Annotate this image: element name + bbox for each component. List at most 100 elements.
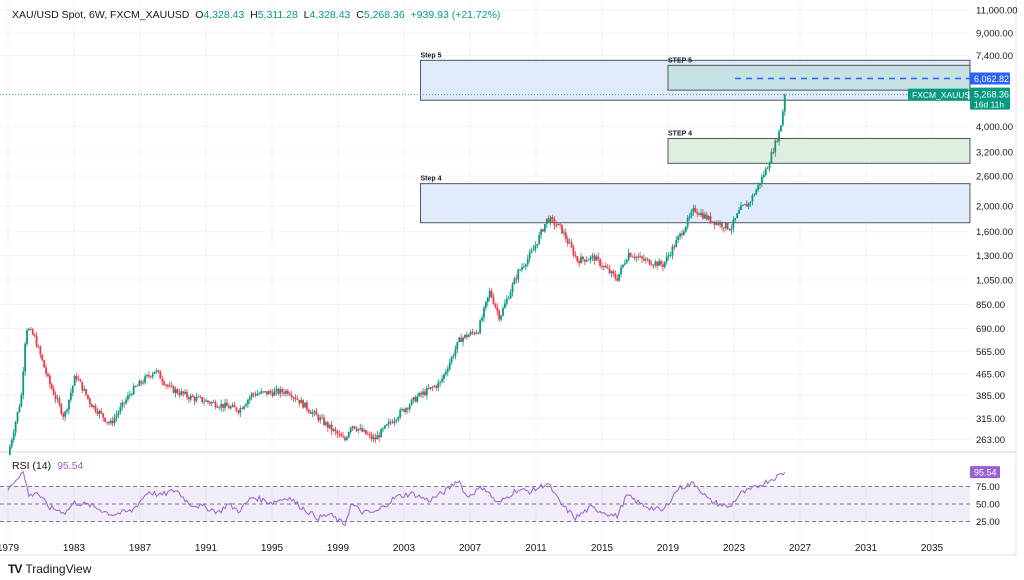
candle-body bbox=[766, 168, 769, 170]
symbol-label: XAU/USD Spot, 6W, FXCM_XAUUSD bbox=[12, 9, 190, 21]
y-tick-label: 315.00 bbox=[976, 414, 1005, 425]
candle-body bbox=[757, 185, 760, 190]
candle-body bbox=[311, 412, 314, 414]
candle-body bbox=[561, 224, 563, 234]
candle-body bbox=[138, 381, 141, 386]
candle-body bbox=[730, 228, 733, 231]
candle-body bbox=[509, 292, 512, 299]
candle-body bbox=[475, 332, 478, 334]
candle-body bbox=[363, 430, 365, 432]
candle-body bbox=[747, 202, 750, 207]
candle-body bbox=[578, 261, 581, 264]
y-tick-label: 1,300.00 bbox=[976, 251, 1013, 262]
candle-body bbox=[443, 374, 445, 379]
candle-body bbox=[256, 393, 259, 396]
candle-body bbox=[117, 412, 120, 415]
candle-body bbox=[532, 249, 535, 251]
candle-body bbox=[452, 355, 455, 357]
rsi-legend: RSI (14) 95.54 bbox=[12, 460, 83, 472]
candle-body bbox=[344, 437, 346, 440]
candle-body bbox=[420, 392, 423, 395]
candle-body bbox=[275, 388, 278, 391]
open-label: O bbox=[195, 9, 204, 21]
candle-body bbox=[633, 257, 636, 259]
rsi-value: 95.54 bbox=[57, 460, 84, 472]
symbol-tag: FXCM_XAUUSD bbox=[912, 90, 976, 100]
candle-body bbox=[317, 414, 320, 421]
candle-body bbox=[403, 409, 405, 412]
candle-body bbox=[20, 394, 23, 407]
candle-body bbox=[669, 255, 672, 257]
candle-body bbox=[290, 395, 293, 398]
candle-body bbox=[711, 221, 714, 223]
candle-body bbox=[504, 303, 506, 309]
current-price-badge-bg bbox=[970, 87, 1010, 110]
candle-body bbox=[688, 216, 691, 218]
candle-body bbox=[726, 222, 729, 230]
candle-body bbox=[353, 426, 356, 429]
candle-body bbox=[778, 131, 780, 142]
candle-body bbox=[349, 427, 352, 433]
candle-body bbox=[473, 332, 476, 334]
candle-body bbox=[279, 389, 282, 394]
candle-body bbox=[612, 271, 615, 275]
candle-body bbox=[83, 388, 86, 391]
candle-body bbox=[309, 411, 312, 414]
zone-label: Step 4 bbox=[421, 176, 442, 183]
tradingview-icon: TV bbox=[8, 562, 22, 576]
candle-body bbox=[444, 371, 447, 375]
candle-body bbox=[218, 407, 221, 409]
candle-body bbox=[572, 247, 575, 256]
candle-body bbox=[186, 391, 188, 398]
candle-body bbox=[610, 271, 613, 274]
candle-body bbox=[366, 434, 369, 436]
candle-body bbox=[48, 375, 51, 385]
rsi-tick-label: 25.00 bbox=[976, 517, 1000, 528]
candle-body bbox=[342, 436, 344, 438]
candle-body bbox=[709, 216, 712, 223]
zone-box bbox=[420, 183, 971, 224]
candle-body bbox=[555, 225, 558, 226]
candle-body bbox=[313, 411, 316, 413]
candle-body bbox=[127, 395, 129, 400]
candle-body bbox=[650, 264, 653, 266]
candle-body bbox=[106, 421, 108, 423]
candle-body bbox=[380, 429, 383, 438]
close-value: 5,268.36 bbox=[363, 9, 405, 21]
candle-body bbox=[540, 229, 542, 235]
candle-body bbox=[189, 395, 192, 400]
candle-body bbox=[108, 422, 110, 424]
candle-body bbox=[296, 399, 299, 400]
candle-body bbox=[427, 388, 430, 389]
candle-body bbox=[286, 390, 289, 395]
candle-body bbox=[654, 261, 657, 266]
candle-body bbox=[580, 256, 582, 264]
candle-body bbox=[216, 407, 219, 408]
candle-body bbox=[250, 393, 253, 398]
candle-body bbox=[64, 411, 67, 417]
candle-body bbox=[528, 252, 531, 259]
candle-body bbox=[79, 379, 82, 382]
countdown-label: 16d 11h bbox=[974, 100, 1004, 110]
candle-body bbox=[410, 399, 413, 405]
low-value: 4,328.43 bbox=[309, 9, 351, 21]
y-tick-label: 565.00 bbox=[976, 347, 1005, 358]
tradingview-logo[interactable]: TV TradingView bbox=[8, 562, 91, 576]
candle-body bbox=[119, 406, 122, 413]
candle-body bbox=[530, 250, 533, 253]
candle-body bbox=[146, 375, 148, 377]
candle-body bbox=[159, 371, 162, 379]
candle-body bbox=[18, 406, 21, 413]
zone-box bbox=[667, 137, 971, 164]
candle-body bbox=[214, 401, 217, 408]
y-tick-label: 385.00 bbox=[976, 391, 1005, 402]
candle-body bbox=[534, 245, 537, 250]
candle-body bbox=[662, 264, 664, 267]
open-value: 4,328.43 bbox=[203, 9, 245, 21]
candle-body bbox=[336, 431, 339, 434]
candle-body bbox=[395, 419, 398, 421]
candle-body bbox=[370, 434, 373, 439]
x-tick-label: 2031 bbox=[855, 543, 878, 554]
candle-body bbox=[180, 391, 183, 395]
